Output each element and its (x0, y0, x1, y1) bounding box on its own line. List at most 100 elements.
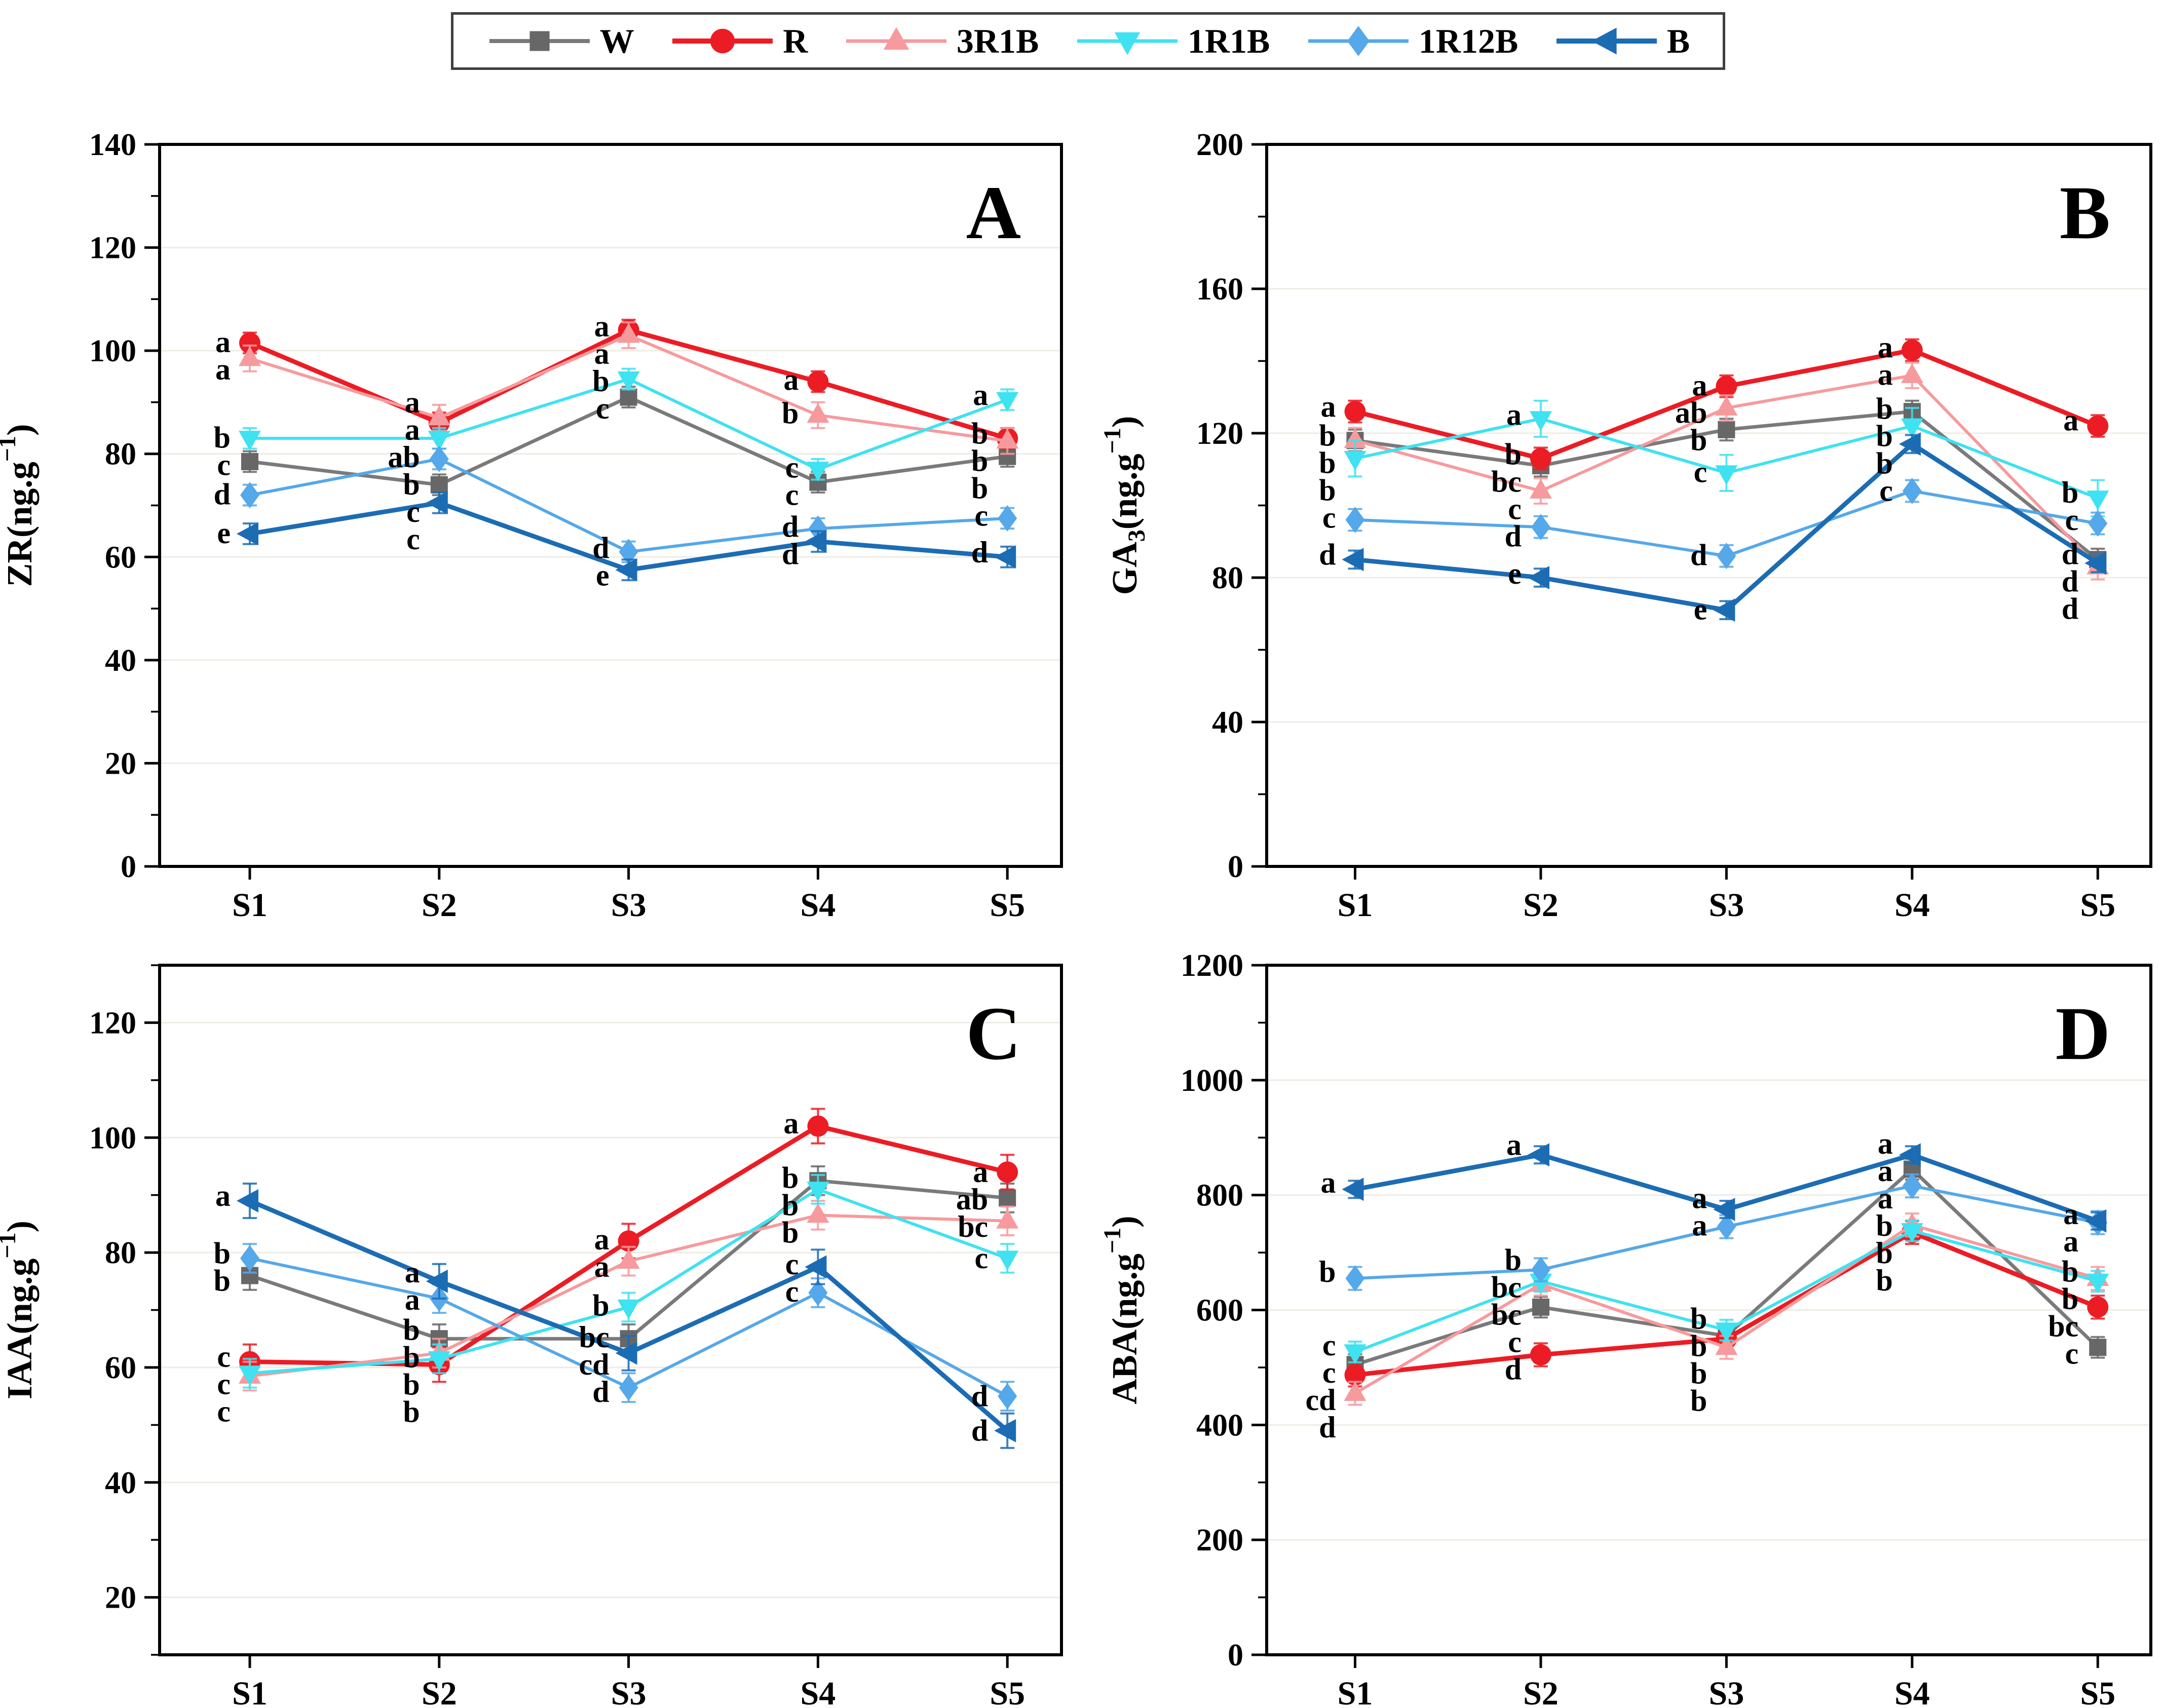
svg-text:b: b (1319, 473, 1336, 507)
svg-text:a: a (1321, 390, 1336, 423)
svg-text:d: d (1505, 1352, 1522, 1386)
svg-text:d: d (2062, 592, 2078, 625)
svg-text:80: 80 (105, 437, 136, 472)
svg-text:S5: S5 (990, 1675, 1025, 1708)
svg-text:b: b (1876, 420, 1892, 453)
svg-text:1200: 1200 (1181, 953, 1243, 983)
svg-text:bc: bc (958, 1210, 988, 1243)
svg-text:e: e (596, 559, 610, 592)
legend-label: 1R12B (1418, 22, 1518, 60)
svg-text:a: a (594, 1250, 610, 1283)
svg-text:c: c (975, 1241, 989, 1275)
svg-text:0: 0 (1228, 850, 1243, 884)
svg-text:c: c (1508, 492, 1522, 526)
svg-text:c: c (1322, 1356, 1336, 1389)
svg-text:ab: ab (956, 1183, 988, 1216)
svg-text:0: 0 (1228, 1638, 1243, 1673)
svg-text:400: 400 (1196, 1408, 1243, 1443)
svg-text:b: b (592, 364, 609, 398)
svg-text:d: d (1690, 538, 1707, 572)
svg-text:a: a (2063, 404, 2078, 437)
svg-text:b: b (2062, 1282, 2078, 1315)
svg-text:b: b (782, 1189, 799, 1222)
svg-text:b: b (2062, 1255, 2078, 1288)
svg-text:a: a (215, 325, 231, 359)
svg-text:b: b (403, 1368, 420, 1401)
svg-text:d: d (1505, 520, 1522, 553)
1r1b-line-marker-icon (1077, 32, 1178, 55)
svg-text:c: c (1879, 474, 1893, 508)
legend-label: W (599, 22, 634, 60)
svg-text:a: a (594, 337, 610, 370)
svg-text:b: b (1876, 1236, 1892, 1270)
svg-text:GA3(ng.g−1): GA3(ng.g−1) (1099, 416, 1150, 595)
svg-text:b: b (1690, 1330, 1707, 1363)
svg-text:b: b (1690, 1357, 1707, 1390)
svg-text:S4: S4 (1894, 1675, 1930, 1708)
svg-text:c: c (1694, 456, 1707, 489)
legend-item-b: B (1553, 21, 1690, 61)
svg-text:c: c (217, 1395, 231, 1428)
svg-text:ab: ab (1675, 396, 1707, 430)
svg-text:c: c (596, 392, 610, 425)
svg-text:S3: S3 (1709, 1675, 1744, 1708)
svg-text:cd: cd (1306, 1383, 1336, 1417)
svg-text:d: d (2062, 564, 2078, 598)
svg-text:S2: S2 (422, 1675, 457, 1708)
svg-text:b: b (1690, 1384, 1707, 1418)
svg-text:d: d (592, 1375, 609, 1409)
svg-text:b: b (782, 1161, 799, 1195)
svg-text:b: b (1319, 419, 1336, 452)
svg-text:c: c (785, 1275, 799, 1308)
svg-text:b: b (403, 1340, 420, 1374)
svg-text:d: d (971, 536, 988, 569)
svg-text:a: a (405, 386, 420, 419)
svg-text:a: a (1878, 331, 1893, 364)
svg-text:a: a (1321, 1166, 1336, 1199)
svg-text:b: b (1505, 438, 1522, 471)
svg-text:S3: S3 (611, 1675, 647, 1708)
svg-text:B: B (2060, 171, 2110, 255)
svg-text:200: 200 (1196, 128, 1243, 162)
svg-text:c: c (217, 1368, 231, 1401)
svg-text:a: a (1692, 1182, 1707, 1215)
svg-text:ZR(ng.g−1): ZR(ng.g−1) (0, 424, 40, 587)
svg-text:S1: S1 (232, 1675, 268, 1708)
svg-text:a: a (1692, 369, 1707, 402)
svg-text:120: 120 (89, 231, 136, 265)
svg-text:c: c (2065, 1337, 2079, 1370)
svg-text:40: 40 (105, 1466, 136, 1500)
svg-text:a: a (1878, 1127, 1893, 1160)
svg-text:b: b (971, 472, 988, 505)
svg-text:cd: cd (579, 1348, 610, 1381)
svg-text:800: 800 (1196, 1179, 1243, 1213)
legend-item-1r12b: 1R12B (1305, 21, 1518, 61)
svg-text:b: b (782, 397, 799, 430)
svg-text:a: a (405, 1283, 420, 1316)
svg-text:c: c (406, 522, 420, 556)
svg-text:a: a (783, 363, 799, 396)
svg-text:b: b (1690, 424, 1707, 457)
svg-text:c: c (975, 499, 989, 533)
svg-text:c: c (1322, 501, 1336, 534)
svg-text:a: a (594, 1223, 610, 1256)
svg-text:a: a (2063, 1197, 2078, 1231)
svg-text:S5: S5 (990, 887, 1025, 924)
svg-text:160: 160 (1196, 272, 1243, 307)
svg-text:d: d (782, 538, 799, 571)
svg-text:bc: bc (1491, 1298, 1522, 1331)
svg-text:d: d (2062, 537, 2078, 571)
svg-text:b: b (1876, 1264, 1892, 1297)
3r1b-line-marker-icon (846, 27, 946, 50)
svg-text:S2: S2 (1523, 1675, 1559, 1708)
svg-text:120: 120 (89, 1006, 136, 1040)
svg-text:bc: bc (579, 1320, 610, 1354)
svg-text:60: 60 (105, 1351, 136, 1385)
svg-text:a: a (973, 1155, 988, 1189)
svg-text:a: a (405, 413, 420, 446)
svg-text:D: D (2056, 992, 2110, 1076)
svg-text:20: 20 (105, 1581, 136, 1615)
legend: W R 3R1B 1R1B 1R12B B (451, 12, 1725, 70)
svg-text:b: b (971, 444, 988, 478)
legend-item-r: R (669, 21, 808, 61)
